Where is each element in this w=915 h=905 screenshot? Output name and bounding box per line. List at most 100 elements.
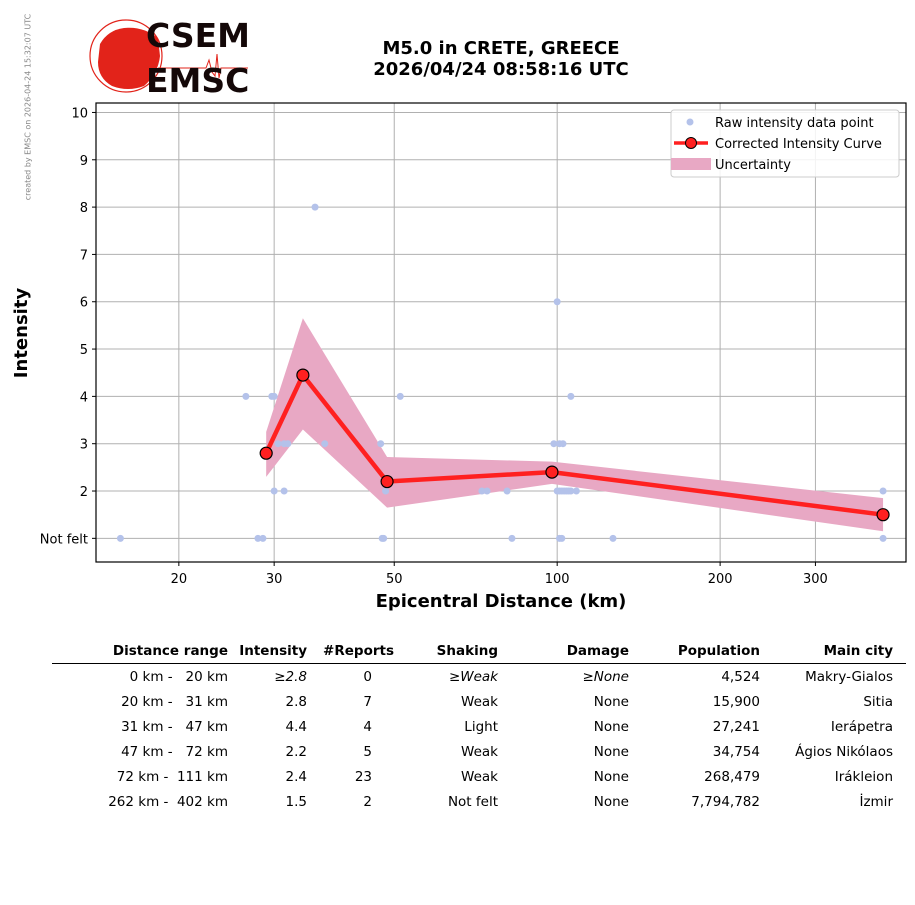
raw-data-point	[254, 534, 262, 542]
table-cell: 47 km - 72 km	[121, 743, 228, 760]
raw-data-point	[116, 534, 124, 542]
table-cell: Light	[464, 718, 498, 735]
y-tick-label: 6	[80, 296, 88, 311]
raw-data-point	[508, 534, 516, 542]
table-header-spacer	[893, 640, 906, 664]
raw-data-point	[567, 487, 575, 495]
raw-data-point	[553, 298, 561, 306]
table-cell: 7,794,782	[691, 793, 760, 810]
axis-ticks: 20 30 50 100 200 300 Not felt 2 3 4 5 6 7 8 9 10	[40, 106, 828, 587]
table-cell: Makry-Gialos	[805, 668, 893, 685]
legend-raw-marker	[686, 118, 694, 126]
table-cell: 2.8	[285, 693, 307, 710]
table-spacer	[893, 714, 906, 739]
raw-data-point	[879, 487, 887, 495]
table-cell: 15,900	[712, 693, 760, 710]
table-cell: None	[593, 718, 629, 735]
table-cell: Irákleion	[834, 768, 893, 785]
table-cell: 4.4	[285, 718, 307, 735]
raw-data-point	[377, 440, 385, 448]
table-cell: 268,479	[704, 768, 760, 785]
x-tick-label: 300	[803, 572, 828, 587]
table-cell: 34,754	[712, 743, 760, 760]
table-cell: 0	[363, 668, 372, 685]
table-cell: ≥2.8	[274, 668, 307, 685]
table-cell: Ierápetra	[830, 718, 893, 735]
table-cell: 5	[363, 743, 372, 760]
raw-data-point	[478, 487, 486, 495]
legend-band-label: Uncertainty	[715, 158, 791, 173]
curve-point	[259, 446, 273, 460]
raw-data-point	[284, 440, 292, 448]
uncertainty-area	[266, 318, 884, 532]
curve-point	[380, 474, 394, 489]
legend: Raw intensity data point Corrected Inten…	[670, 109, 900, 178]
raw-data-point	[483, 487, 491, 495]
y-tick-label: 7	[80, 248, 88, 263]
raw-data-point	[609, 534, 617, 542]
table-spacer	[893, 664, 906, 690]
x-tick-label: 30	[266, 572, 283, 587]
table-header-cell: Shaking	[394, 640, 498, 664]
table-row: 262 km - 402 km 1.5 2 Not felt None 7,794,782…	[52, 789, 906, 814]
table-row: 31 km - 47 km 4.4 4 Light None 27,241 Ierápetr…	[52, 714, 906, 739]
x-tick-label: 50	[386, 572, 403, 587]
y-axis-label: Intensity	[11, 288, 32, 379]
y-tick-label: 8	[80, 201, 88, 216]
legend-curve-marker	[685, 137, 697, 149]
logo-text-csem: CSEM	[146, 16, 250, 55]
table-cell: 4	[363, 718, 372, 735]
table-spacer	[893, 764, 906, 789]
table-row: 20 km - 31 km 2.8 7 Weak None 15,900 Sitia	[52, 689, 906, 714]
table-cell: Weak	[461, 768, 498, 785]
table-header-cell: Damage	[498, 640, 629, 664]
raw-data-point	[559, 440, 567, 448]
table-cell: 27,241	[712, 718, 760, 735]
raw-data-point	[270, 392, 278, 400]
table-cell: Ágios Nikólaos	[795, 743, 893, 760]
raw-data-point	[270, 487, 278, 495]
table-row: 72 km - 111 km 2.4 23 Weak None 268,479 Irákle…	[52, 764, 906, 789]
y-tick-label: 9	[80, 154, 88, 169]
table-cell: None	[593, 768, 629, 785]
table-cell: None	[593, 693, 629, 710]
raw-data-point	[382, 487, 390, 495]
table-spacer	[893, 689, 906, 714]
table-header-cell: #Reports	[307, 640, 394, 664]
raw-data-point	[280, 487, 288, 495]
curve-point	[876, 508, 890, 522]
raw-data-point	[503, 487, 511, 495]
curve-point	[545, 465, 559, 479]
y-tick-label: 10	[71, 106, 88, 121]
table-cell: 0 km - 20 km	[129, 668, 228, 685]
table-cell: None	[593, 743, 629, 760]
logo-text-emsc: EMSC	[146, 61, 249, 98]
table-row: 0 km - 20 km ≥2.8 0 ≥Weak ≥None 4,524 Makry-Gi…	[52, 664, 906, 690]
raw-data-point	[311, 203, 319, 211]
emsc-logo: CSEM EMSC	[89, 16, 250, 98]
table-cell: 23	[354, 768, 372, 785]
table-header-cell: Distance range	[52, 640, 228, 664]
y-tick-label: 3	[80, 438, 88, 453]
raw-data-point	[550, 440, 558, 448]
table-cell: 20 km - 31 km	[121, 693, 228, 710]
table-spacer	[893, 739, 906, 764]
y-tick-label: Not felt	[40, 532, 88, 547]
table-cell: 2.2	[285, 743, 307, 760]
curve	[259, 368, 890, 522]
table-row: 47 km - 72 km 2.2 5 Weak None 34,754 Ágios Nik…	[52, 739, 906, 764]
y-tick-label: 5	[80, 343, 88, 358]
raw-data-point	[572, 487, 580, 495]
raw-points	[116, 203, 887, 542]
uncertainty-band	[266, 318, 884, 532]
legend-band-swatch	[671, 158, 711, 170]
table-cell: None	[593, 793, 629, 810]
raw-data-point	[259, 534, 267, 542]
x-axis-label: Epicentral Distance (km)	[376, 591, 627, 612]
table-cell: Weak	[461, 743, 498, 760]
intensity-chart: 20 30 50 100 200 300 Not felt 2 3 4 5 6 7 8 9 10 Epicen…	[11, 102, 907, 612]
raw-data-point	[380, 534, 388, 542]
table-cell: 72 km - 111 km	[116, 768, 228, 785]
legend-raw-label: Raw intensity data point	[715, 116, 874, 131]
